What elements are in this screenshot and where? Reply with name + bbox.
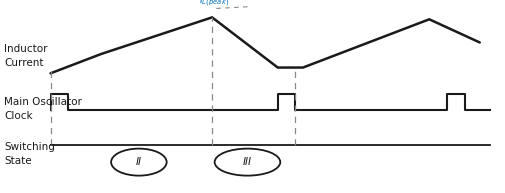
Text: Main Oscillator
Clock: Main Oscillator Clock bbox=[4, 97, 82, 121]
Text: Inductor
Current: Inductor Current bbox=[4, 44, 47, 68]
Text: III: III bbox=[243, 157, 252, 167]
Text: Switching
State: Switching State bbox=[4, 142, 55, 166]
Text: $\mathit{I}_{L(peak)}$: $\mathit{I}_{L(peak)}$ bbox=[199, 0, 229, 9]
Text: II: II bbox=[136, 157, 142, 167]
